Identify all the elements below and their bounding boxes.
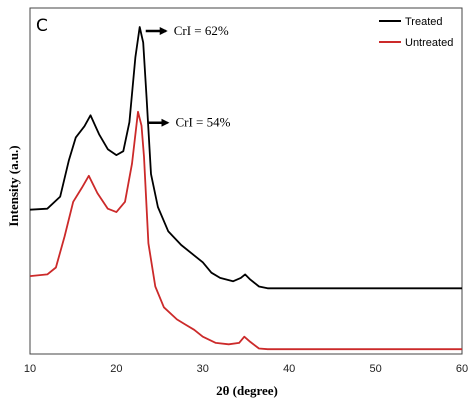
legend: Treated Untreated [379,16,453,49]
series-line-untreated [29,110,462,351]
annotation-label-0: CrI = 62% [174,23,229,38]
series-line-treated [29,26,462,290]
x-axis-title: 2θ (degree) [216,383,278,398]
x-tick-label-50: 50 [369,363,381,375]
x-tick-label-20: 20 [110,363,122,375]
plot-area-border [29,7,463,355]
y-axis-title: Intensity (a.u.) [6,145,21,226]
x-tick-label-10: 10 [24,363,36,375]
x-tick-label-40: 40 [283,363,295,375]
legend-label-untreated: Untreated [405,37,453,49]
annotation-label-1: CrI = 54% [175,115,230,130]
x-tick-label-30: 30 [197,363,209,375]
panel-label: C [36,16,48,36]
x-tick-label-60: 60 [456,363,468,375]
legend-label-treated: Treated [405,16,443,28]
